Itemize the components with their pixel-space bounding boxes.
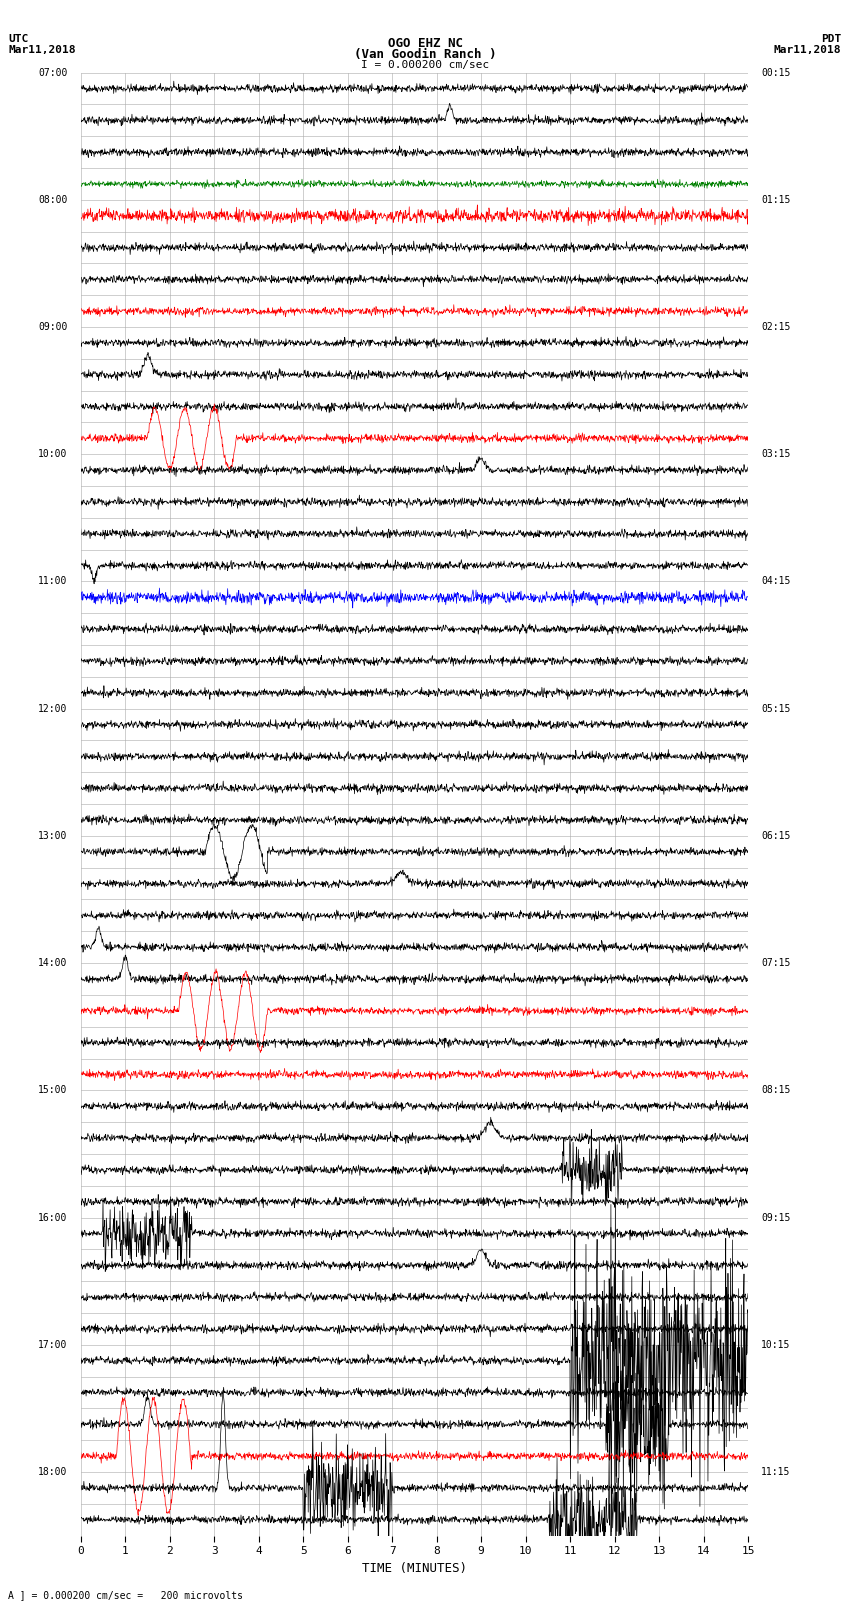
- Text: 11:00: 11:00: [38, 576, 67, 587]
- Text: 18:00: 18:00: [38, 1466, 67, 1478]
- Text: 10:00: 10:00: [38, 450, 67, 460]
- Text: A ] = 0.000200 cm/sec =   200 microvolts: A ] = 0.000200 cm/sec = 200 microvolts: [8, 1590, 243, 1600]
- X-axis label: TIME (MINUTES): TIME (MINUTES): [362, 1561, 467, 1574]
- Text: 09:00: 09:00: [38, 323, 67, 332]
- Text: UTC: UTC: [8, 34, 29, 44]
- Text: 00:15: 00:15: [762, 68, 790, 77]
- Text: 02:15: 02:15: [762, 323, 790, 332]
- Text: Mar11,2018: Mar11,2018: [8, 45, 76, 55]
- Text: (Van Goodin Ranch ): (Van Goodin Ranch ): [354, 48, 496, 61]
- Text: 05:15: 05:15: [762, 703, 790, 713]
- Text: 01:15: 01:15: [762, 195, 790, 205]
- Text: 15:00: 15:00: [38, 1086, 67, 1095]
- Text: 03:15: 03:15: [762, 450, 790, 460]
- Text: Mar11,2018: Mar11,2018: [774, 45, 842, 55]
- Text: 04:15: 04:15: [762, 576, 790, 587]
- Text: PDT: PDT: [821, 34, 842, 44]
- Text: 09:15: 09:15: [762, 1213, 790, 1223]
- Text: OGO EHZ NC: OGO EHZ NC: [388, 37, 462, 50]
- Text: 17:00: 17:00: [38, 1340, 67, 1350]
- Text: 16:00: 16:00: [38, 1213, 67, 1223]
- Text: 10:15: 10:15: [762, 1340, 790, 1350]
- Text: 06:15: 06:15: [762, 831, 790, 840]
- Text: 11:15: 11:15: [762, 1466, 790, 1478]
- Text: 08:00: 08:00: [38, 195, 67, 205]
- Text: 07:15: 07:15: [762, 958, 790, 968]
- Text: I = 0.000200 cm/sec: I = 0.000200 cm/sec: [361, 60, 489, 69]
- Text: 08:15: 08:15: [762, 1086, 790, 1095]
- Text: 13:00: 13:00: [38, 831, 67, 840]
- Text: 07:00: 07:00: [38, 68, 67, 77]
- Text: 14:00: 14:00: [38, 958, 67, 968]
- Text: 12:00: 12:00: [38, 703, 67, 713]
